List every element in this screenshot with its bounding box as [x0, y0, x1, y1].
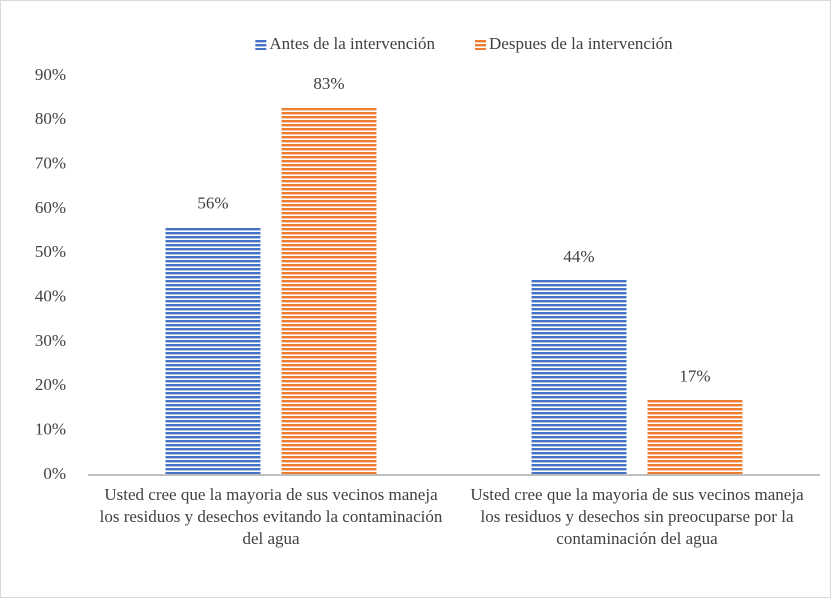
data-label: 17%: [679, 367, 710, 386]
y-tick-label: 0%: [43, 464, 66, 483]
y-tick-label: 70%: [35, 154, 66, 173]
y-tick-label: 30%: [35, 331, 66, 350]
bar: [281, 107, 377, 476]
legend-label: Antes de la intervención: [269, 34, 435, 53]
y-tick-label: 50%: [35, 242, 66, 261]
y-tick-label: 20%: [35, 375, 66, 394]
bar: [647, 399, 743, 475]
bar: [531, 279, 627, 475]
x-tick-label-box: Usted cree que la mayoria de sus vecinos…: [99, 485, 443, 548]
legend-swatch: [255, 39, 267, 50]
x-tick-label: Usted cree que la mayoria de sus vecinos…: [99, 485, 443, 548]
data-label: 56%: [197, 194, 228, 213]
data-label: 83%: [313, 74, 344, 93]
y-tick-label: 80%: [35, 109, 66, 128]
legend-item: Despues de la intervención: [475, 34, 673, 53]
legend-item: Antes de la intervención: [255, 34, 436, 53]
y-tick-label: 40%: [35, 287, 66, 306]
legend-swatch: [475, 39, 487, 50]
data-label: 44%: [563, 247, 594, 266]
x-tick-label: Usted cree que la mayoria de sus vecinos…: [470, 485, 804, 548]
y-tick-label: 90%: [35, 65, 66, 84]
legend-label: Despues de la intervención: [489, 34, 673, 53]
x-tick-label-box: Usted cree que la mayoria de sus vecinos…: [470, 485, 804, 548]
y-tick-label: 60%: [35, 198, 66, 217]
bar: [165, 226, 261, 475]
y-tick-label: 10%: [35, 420, 66, 439]
